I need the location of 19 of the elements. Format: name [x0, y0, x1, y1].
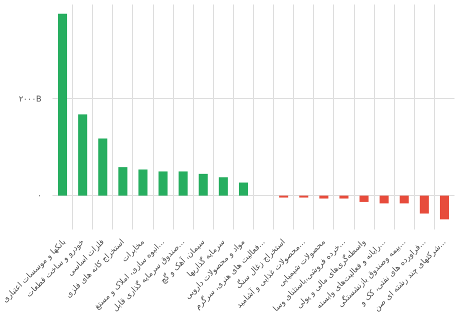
- bar: [198, 174, 208, 196]
- bar: [138, 170, 148, 196]
- bar: [118, 167, 128, 196]
- bar: [238, 182, 248, 196]
- bar: [380, 196, 389, 204]
- bar: [319, 196, 328, 199]
- bar: [58, 14, 68, 196]
- bar: [78, 114, 88, 196]
- y-tick-label: ۲۰۰۰B: [18, 94, 42, 104]
- bar: [400, 196, 409, 204]
- bar: [218, 177, 228, 196]
- bar: [420, 196, 429, 214]
- bar: [178, 171, 188, 196]
- bar: [360, 196, 369, 202]
- bar: [440, 196, 449, 220]
- bar: [98, 138, 108, 196]
- bar: [158, 171, 168, 196]
- bar: [339, 196, 348, 199]
- y-tick-label: ۰: [37, 191, 42, 200]
